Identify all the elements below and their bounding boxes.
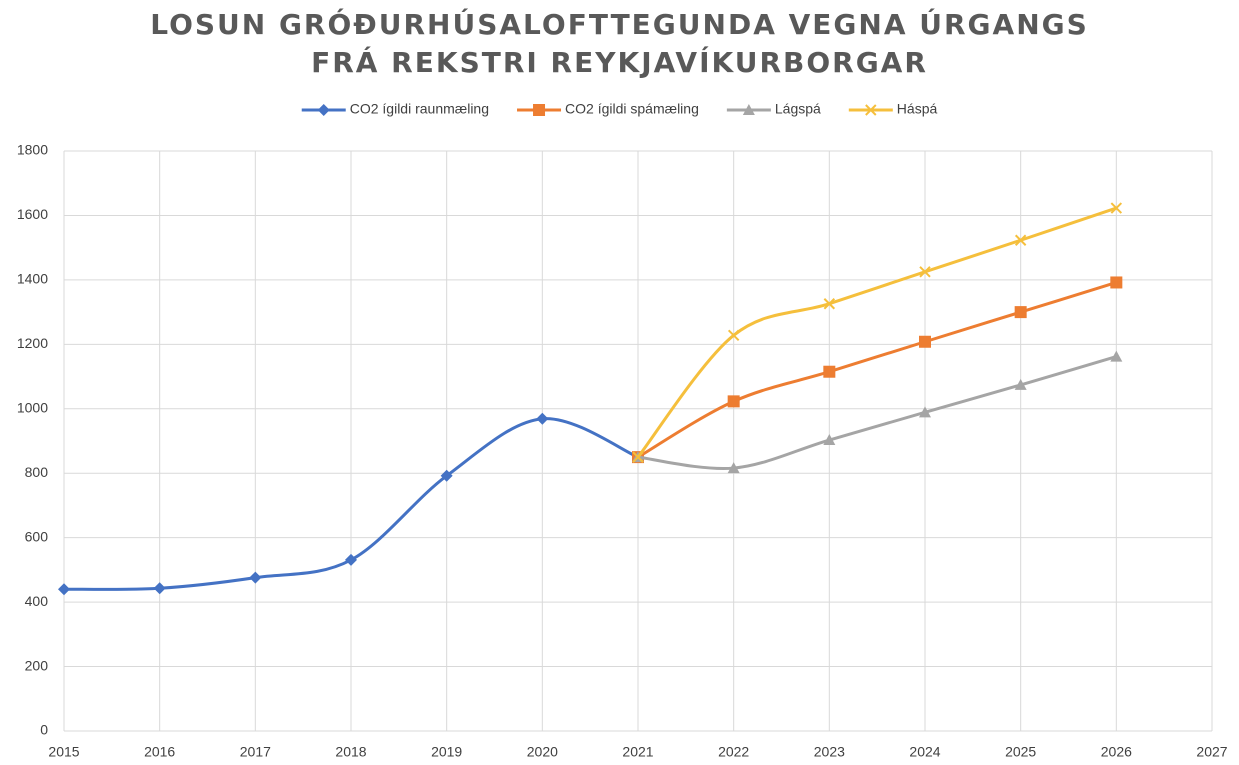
y-tick-label: 600 [25,528,49,544]
data-point [823,365,836,378]
legend-item: CO2 ígildi raunmæling [301,101,489,117]
legend-marker [317,104,330,116]
legend-label: CO2 ígildi spámæling [565,101,699,117]
y-tick-label: 1400 [17,271,48,287]
data-point [919,335,931,348]
x-tick-label: 2020 [527,744,558,760]
legend-marker [533,104,546,116]
x-tick-label: 2024 [909,744,940,760]
y-tick-label: 400 [25,593,49,609]
data-point [58,583,70,596]
y-tick-label: 1800 [17,142,48,158]
data-point [632,451,644,463]
y-tick-label: 1600 [17,206,48,222]
legend-marker [742,104,755,115]
legend-marker [865,104,877,116]
data-point [919,266,931,278]
x-tick-label: 2016 [144,744,175,760]
x-tick-label: 2022 [718,744,749,760]
y-tick-label: 1200 [17,335,48,351]
legend-label: Lágspá [775,101,821,117]
y-tick-label: 800 [25,464,49,480]
y-tick-label: 1000 [17,399,48,415]
data-point [823,298,836,310]
data-point [919,406,931,418]
legend: CO2 ígildi raunmæling CO2 ígildi spámælin… [301,101,938,117]
data-point [727,462,740,474]
data-point [1110,276,1123,289]
series-line [636,206,1117,459]
legend-item: Lágspá [726,101,821,117]
legend-label: CO2 ígildi raunmæling [350,101,489,117]
data-point [1110,202,1123,214]
data-point [727,395,740,408]
chart-title: LOSUN GRÓÐURHÚSALOFTTEGUNDA VEGNA ÚRGANG… [150,8,1089,79]
data-point [153,582,166,595]
y-tick-label: 0 [40,722,48,738]
data-point [249,571,262,584]
x-tick-label: 2015 [48,744,79,760]
x-tick-label: 2025 [1005,744,1036,760]
x-tick-label: 2019 [431,744,462,760]
data-point [1014,378,1027,390]
data-point [1014,306,1027,319]
x-tick-label: 2017 [240,744,271,760]
data-point [345,553,357,566]
x-tick-label: 2021 [622,744,653,760]
legend-label: Háspá [897,101,938,117]
y-tick-label: 200 [25,657,49,673]
series-line [637,281,1117,459]
data-point [727,329,740,342]
legend-item: Háspá [848,101,938,117]
data-point [1110,350,1123,362]
x-tick-label: 2023 [814,744,845,760]
data-point [536,412,549,425]
x-tick-label: 2018 [335,744,366,760]
x-tick-label: 2027 [1196,744,1227,760]
data-point [1014,234,1027,246]
data-point [440,469,453,482]
x-tick-label: 2026 [1101,744,1132,760]
series-line [637,355,1117,471]
data-point [823,434,836,446]
legend-item: CO2 ígildi spámæling [517,101,699,117]
